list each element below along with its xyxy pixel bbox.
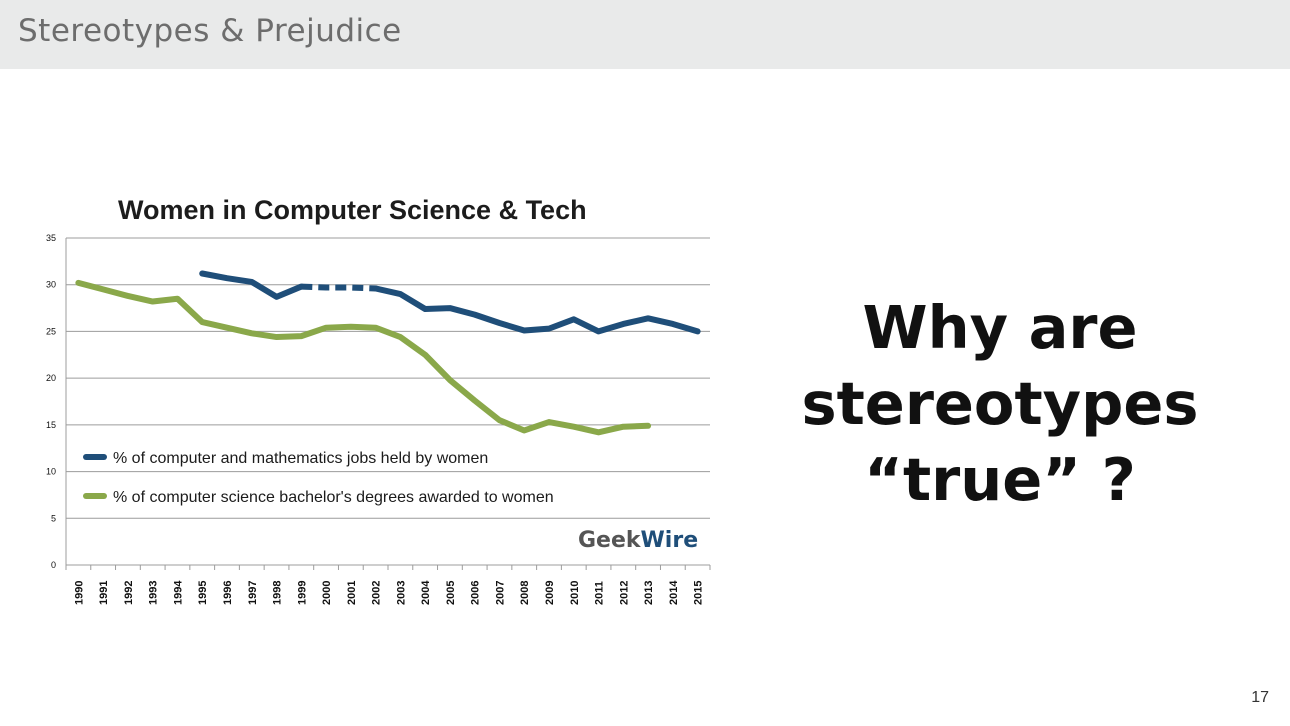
x-tick-label-2006: 2006 [470, 581, 482, 605]
x-tick-label-2005: 2005 [445, 581, 457, 605]
header-bar: Stereotypes & Prejudice [0, 0, 1290, 69]
x-tick-label-2003: 2003 [395, 581, 407, 605]
page-number: 17 [1251, 689, 1269, 706]
series-line-0-dashed [301, 283, 376, 292]
x-tick-label-2001: 2001 [346, 581, 358, 605]
svg-text:GeekWire: GeekWire [578, 528, 698, 553]
y-tick-label-25: 25 [46, 326, 56, 336]
side-question: Why are stereotypes “true” ? [770, 290, 1230, 518]
x-tick-label-1996: 1996 [222, 581, 234, 605]
logo-text-wire: Wire [641, 528, 699, 553]
y-tick-label-35: 35 [46, 233, 56, 243]
x-tick-label-2015: 2015 [693, 581, 705, 605]
logo-text-geek: Geek [578, 528, 642, 553]
x-tick-label-2011: 2011 [594, 581, 606, 605]
y-tick-label-20: 20 [46, 373, 56, 383]
x-tick-label-2002: 2002 [371, 581, 383, 605]
side-question-line-3: “true” ? [864, 445, 1136, 514]
x-tick-label-1993: 1993 [148, 581, 160, 605]
y-tick-label-10: 10 [46, 467, 56, 477]
x-axis-ticks: 1990 1991 1992 1993 1994 1995 1996 1997 1998 1999… [65, 565, 711, 605]
legend-label-degrees: % of computer science bachelor's degrees… [113, 489, 554, 506]
series-line-0 [372, 285, 701, 335]
side-question-line-2: stereotypes [801, 369, 1199, 438]
chart-title: Women in Computer Science & Tech [118, 195, 587, 225]
y-tick-label-5: 5 [51, 513, 56, 523]
x-tick-label-2000: 2000 [321, 581, 333, 605]
x-tick-label-2010: 2010 [569, 581, 581, 605]
y-axis-ticks: 0 5 10 15 20 25 30 35 [46, 233, 56, 570]
y-tick-label-15: 15 [46, 420, 56, 430]
x-tick-label-1999: 1999 [296, 581, 308, 605]
x-tick-label-2013: 2013 [643, 581, 655, 605]
chart-series [75, 270, 701, 436]
x-tick-label-2007: 2007 [494, 581, 506, 605]
chart-gridlines [65, 237, 710, 566]
legend-label-jobs: % of computer and mathematics jobs held … [113, 450, 488, 467]
x-tick-label-2004: 2004 [420, 580, 432, 605]
geekwire-logo: GeekWire [578, 528, 698, 553]
series-line-1 [75, 279, 652, 436]
x-tick-label-1994: 1994 [172, 580, 184, 605]
side-question-line-1: Why are [862, 293, 1138, 362]
x-tick-label-1998: 1998 [272, 581, 284, 605]
x-tick-label-2012: 2012 [618, 581, 630, 605]
x-tick-label-1997: 1997 [247, 581, 259, 605]
y-tick-label-30: 30 [46, 280, 56, 290]
chart-legend: % of computer and mathematics jobs held … [83, 450, 554, 506]
x-tick-label-2014: 2014 [668, 580, 680, 605]
x-tick-label-1990: 1990 [73, 581, 85, 605]
series-line-0 [199, 270, 305, 300]
x-tick-label-2009: 2009 [544, 581, 556, 605]
y-tick-label-0: 0 [51, 560, 56, 570]
x-tick-label-1992: 1992 [123, 581, 135, 605]
x-tick-label-1991: 1991 [98, 581, 110, 605]
slide-title: Stereotypes & Prejudice [18, 13, 402, 49]
x-tick-label-1995: 1995 [197, 581, 209, 605]
x-tick-label-2008: 2008 [519, 581, 531, 605]
